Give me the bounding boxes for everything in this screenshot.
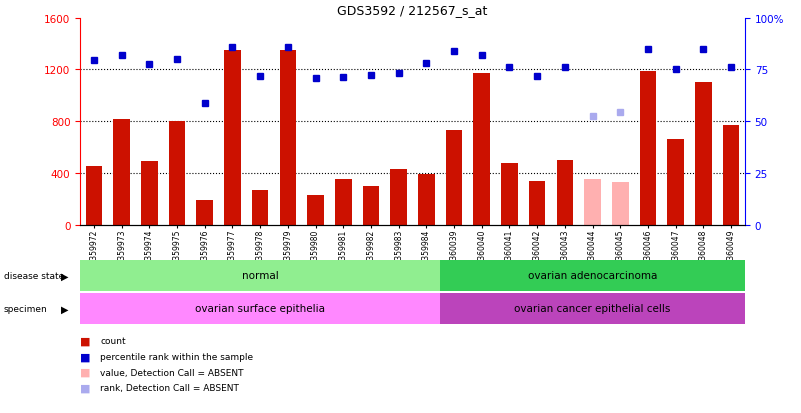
Bar: [363, 186, 380, 225]
Text: ovarian adenocarcinoma: ovarian adenocarcinoma: [528, 271, 658, 281]
Bar: [335, 180, 352, 225]
Bar: [169, 122, 185, 225]
Bar: [114, 119, 130, 225]
Bar: [557, 161, 574, 225]
Text: ▶: ▶: [61, 304, 68, 314]
Bar: [501, 163, 517, 225]
Text: ■: ■: [80, 351, 91, 361]
Bar: [196, 201, 213, 225]
Bar: [418, 175, 435, 225]
Text: rank, Detection Call = ABSENT: rank, Detection Call = ABSENT: [100, 383, 239, 392]
Bar: [612, 183, 629, 225]
Text: ovarian surface epithelia: ovarian surface epithelia: [195, 304, 325, 314]
Bar: [252, 190, 268, 225]
Bar: [445, 131, 462, 225]
Bar: [640, 71, 656, 225]
Text: specimen: specimen: [4, 304, 48, 313]
Bar: [141, 162, 158, 225]
Text: count: count: [100, 336, 126, 345]
Text: normal: normal: [242, 271, 279, 281]
Bar: [695, 83, 711, 225]
Title: GDS3592 / 212567_s_at: GDS3592 / 212567_s_at: [337, 5, 488, 17]
Text: ovarian cancer epithelial cells: ovarian cancer epithelial cells: [514, 304, 670, 314]
Bar: [390, 170, 407, 225]
Bar: [584, 180, 601, 225]
Bar: [473, 74, 490, 225]
Text: value, Detection Call = ABSENT: value, Detection Call = ABSENT: [100, 368, 244, 377]
Bar: [308, 195, 324, 225]
Bar: [86, 167, 103, 225]
Bar: [224, 51, 241, 225]
Bar: [280, 51, 296, 225]
Text: ▶: ▶: [61, 271, 68, 281]
Text: ■: ■: [80, 383, 91, 393]
Text: percentile rank within the sample: percentile rank within the sample: [100, 352, 253, 361]
Bar: [667, 140, 684, 225]
Text: ■: ■: [80, 367, 91, 377]
Text: ■: ■: [80, 336, 91, 346]
Bar: [723, 126, 739, 225]
Text: disease state: disease state: [4, 271, 64, 280]
Bar: [529, 181, 545, 225]
